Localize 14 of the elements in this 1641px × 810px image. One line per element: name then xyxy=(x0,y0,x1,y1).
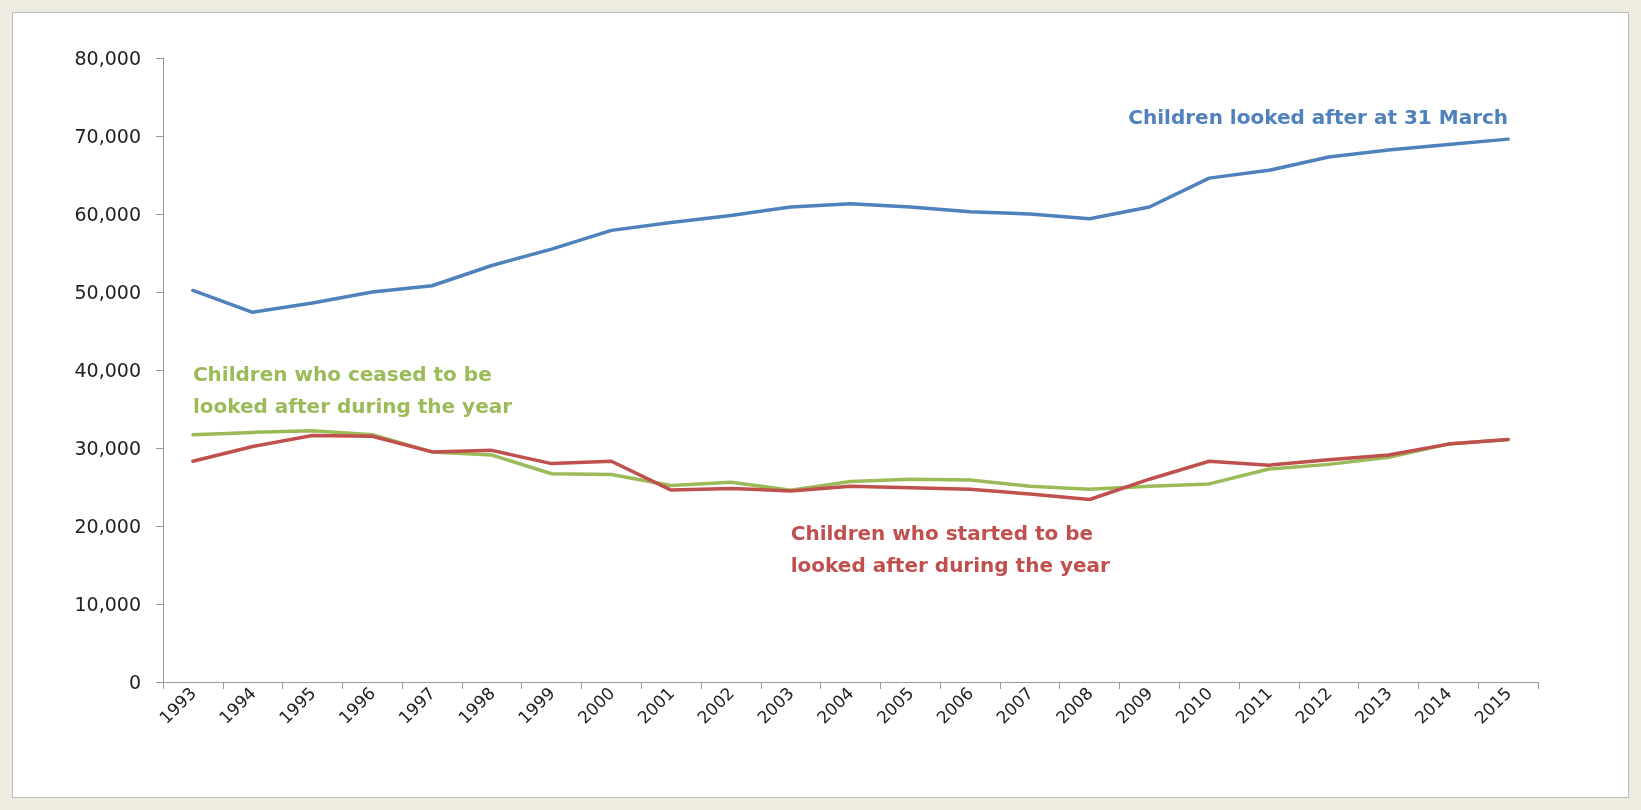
y-tick-label: 70,000 xyxy=(74,125,141,147)
y-tick-label: 20,000 xyxy=(74,515,141,537)
y-tick-label: 10,000 xyxy=(74,593,141,615)
y-tick-label: 80,000 xyxy=(74,47,141,69)
y-tick-label: 40,000 xyxy=(74,359,141,381)
line-series xyxy=(191,137,1510,315)
series-label: Children looked after at 31 March xyxy=(1128,104,1509,129)
series-label: Children who started to be looked after during the year xyxy=(790,521,1111,578)
y-tick-label: 60,000 xyxy=(74,203,141,225)
series-label: Children who ceased to be looked after during the year xyxy=(192,361,513,418)
y-tick-label: 0 xyxy=(128,671,141,693)
y-tick-label: 50,000 xyxy=(74,281,141,303)
y-tick-label: 30,000 xyxy=(74,437,141,459)
line-series xyxy=(191,433,1510,502)
